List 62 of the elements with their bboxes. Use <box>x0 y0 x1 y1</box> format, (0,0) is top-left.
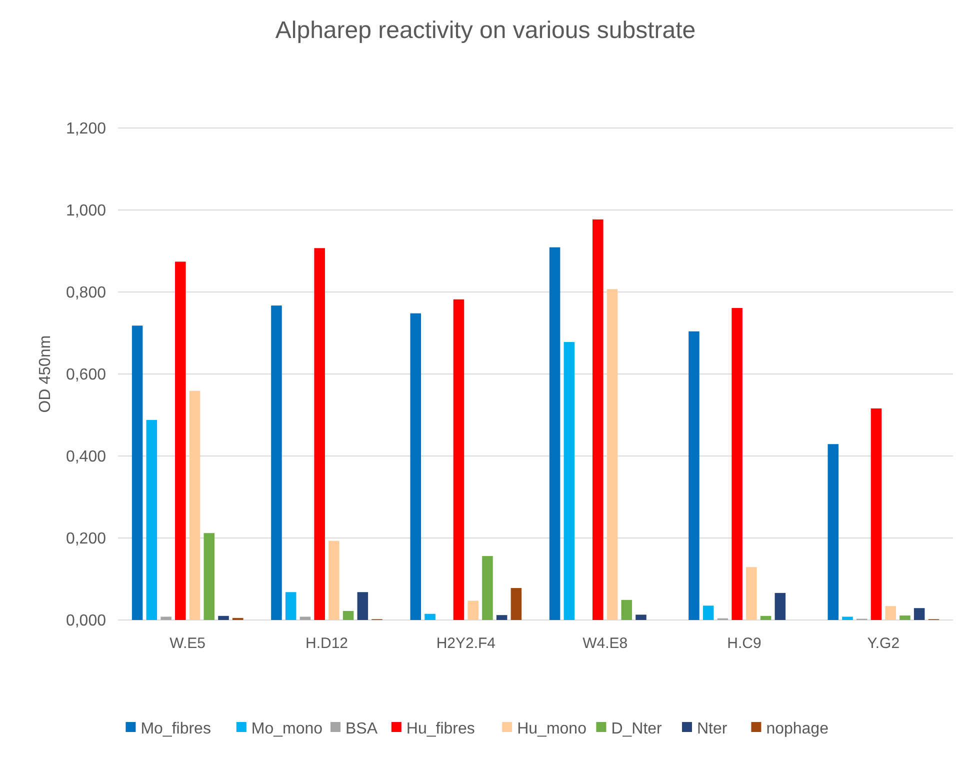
bar <box>606 289 618 620</box>
bar <box>314 248 325 620</box>
bar <box>410 313 422 620</box>
legend-label: nophage <box>766 720 829 738</box>
bar <box>424 614 436 620</box>
bar <box>146 420 158 620</box>
bar <box>549 247 560 620</box>
bar <box>132 326 143 620</box>
bar <box>732 308 742 620</box>
y-tick-label: 0,200 <box>66 530 106 548</box>
y-tick-label: 0,600 <box>66 366 106 384</box>
x-tick-label: W4.E8 <box>582 635 628 652</box>
bar <box>357 592 368 620</box>
y-tick-label: 1,000 <box>66 202 106 220</box>
bar <box>496 615 508 620</box>
y-tick-label: 0,000 <box>66 612 106 630</box>
bar <box>189 390 200 620</box>
legend-label: Hu_fibres <box>406 720 475 738</box>
y-tick-label: 0,400 <box>66 448 106 466</box>
x-tick-label: H.C9 <box>727 635 762 652</box>
bar <box>914 608 925 620</box>
legend-label: Nter <box>697 720 728 738</box>
bar <box>828 444 839 620</box>
bar <box>328 540 340 620</box>
bar <box>285 592 296 620</box>
bar <box>160 616 172 620</box>
bar <box>621 600 632 620</box>
bar <box>760 616 772 620</box>
bar <box>900 615 910 620</box>
bar <box>636 614 646 620</box>
y-axis-title: OD 450nm <box>37 335 54 413</box>
bar <box>746 567 757 620</box>
x-tick-label: W.E5 <box>170 635 206 652</box>
bar <box>175 262 186 620</box>
bar <box>510 588 522 620</box>
bar <box>702 606 714 620</box>
bar <box>342 610 354 620</box>
legend-label: D_Nter <box>611 720 663 738</box>
bar <box>564 342 575 620</box>
legend-label: Hu_mono <box>517 720 587 738</box>
bar <box>774 592 786 620</box>
legend-label: BSA <box>346 720 378 738</box>
y-tick-label: 1,200 <box>66 120 106 138</box>
bar <box>482 556 493 620</box>
bar <box>271 306 282 620</box>
bar <box>592 219 604 620</box>
bar <box>870 408 882 620</box>
bar <box>688 331 700 620</box>
y-tick-label: 0,800 <box>66 284 106 302</box>
bar <box>204 533 215 620</box>
bar <box>468 600 478 620</box>
chart-title: Alpharep reactivity on various substrate <box>275 17 696 44</box>
bar <box>842 616 853 620</box>
x-tick-label: H2Y2.F4 <box>436 635 496 652</box>
x-tick-label: H.D12 <box>305 635 348 652</box>
x-tick-label: Y.G2 <box>867 635 900 652</box>
legend-label: Mo_mono <box>251 720 323 738</box>
bar <box>300 616 311 620</box>
legend-label: Mo_fibres <box>140 720 211 738</box>
bar <box>218 616 229 620</box>
bar <box>885 606 896 620</box>
bar <box>453 299 464 620</box>
